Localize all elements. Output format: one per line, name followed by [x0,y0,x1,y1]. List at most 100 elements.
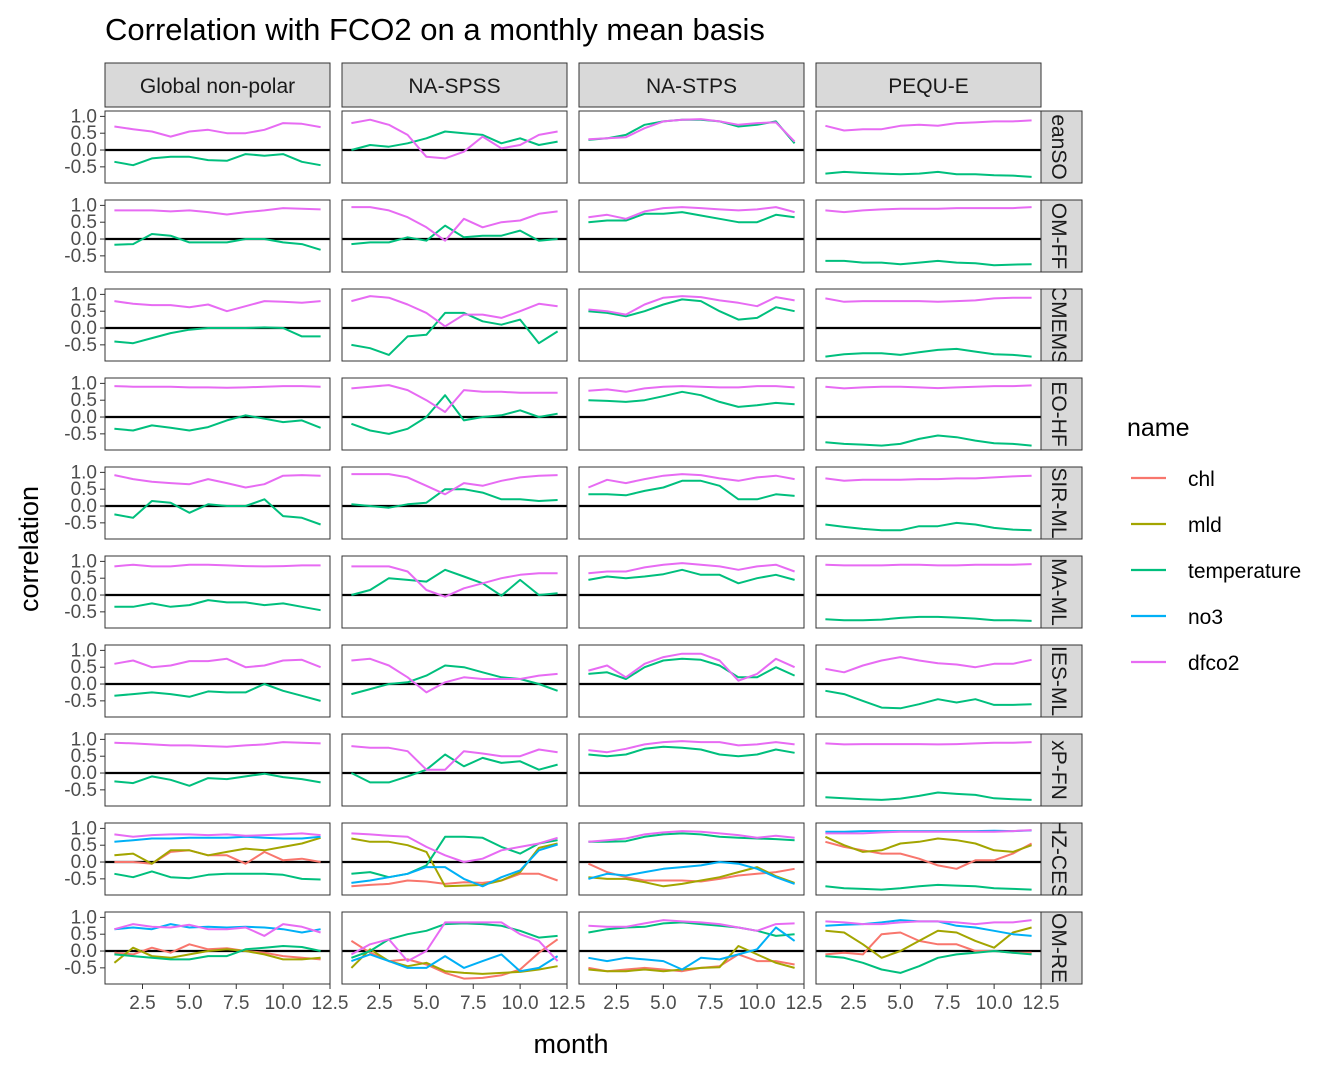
y-tick-label: 0.5 [71,924,97,945]
panel-border [815,644,1042,718]
facet-strip-col-label: PEQU-E [888,75,969,98]
series-line-temperature [351,394,558,435]
series-line-dfco2 [588,919,795,932]
series-line-temperature [825,259,1032,267]
series-line-chl [351,872,558,888]
series-line-dfco2 [825,741,1032,746]
y-tick-label: 0.0 [71,407,97,428]
panel-background [342,467,567,539]
series-line-mld [113,946,321,964]
series-line-dfco2 [351,657,558,694]
facet-strip-row [1036,822,1083,896]
series-line-dfco2 [351,295,558,328]
x-tick-label: 2.5 [840,993,866,1014]
panel-background [579,200,804,272]
y-tick-label: 0.5 [71,123,97,144]
panel-border [104,911,331,985]
x-tick-label: 5.0 [176,993,202,1014]
facet-strip-row-label: IES-ML [1047,646,1070,716]
facet-strip-col-label: NA-STPS [646,75,737,98]
y-tick-label: -0.5 [64,958,97,979]
series-line-dfco2 [114,563,321,568]
panel-border [341,911,568,985]
series-line-temperature [351,311,559,356]
series-line-dfco2 [351,565,558,598]
facet-strip-row [1036,466,1083,540]
series-line-chl [114,849,321,865]
panel-border [104,644,331,718]
facet-strip-row-label: xP-FN [1047,740,1070,800]
series-line-dfco2 [825,384,1032,390]
y-tick-label: 1.0 [71,551,97,572]
x-tick-label: 2.5 [366,993,392,1014]
panel-background [105,645,330,717]
series-line-temperature [351,922,558,959]
y-tick-label: 0.0 [71,318,97,339]
panel-border [815,288,1042,362]
facet-grid: Global non-polar NA-SPSS NA-STPS PEQU-E eanS… [64,62,1083,1014]
x-tick-label: 2.5 [129,993,155,1014]
series-line-dfco2 [588,118,796,143]
panel-background [342,289,567,361]
series-line-temperature [825,791,1032,801]
facet-strip-col [341,62,568,108]
y-tick-label: 0.5 [71,746,97,767]
legend-label-temperature: temperature [1188,560,1301,583]
panel-background [105,111,330,183]
y-tick-label: 1.0 [71,640,97,661]
x-tick-label: 12.5 [786,993,823,1014]
panel-border [578,377,805,451]
facet-strip-row [1036,288,1083,362]
series-line-temperature [588,390,795,408]
series-line-temperature [588,745,795,758]
y-tick-label: 1.0 [71,818,97,839]
y-tick-label: 0.5 [71,212,97,233]
x-tick-label: 10.0 [502,993,539,1014]
series-line-temperature [114,870,321,881]
x-tick-label: 12.5 [312,993,349,1014]
panel-border [815,555,1042,629]
x-tick-label: 2.5 [603,993,629,1014]
panel-border [578,822,805,896]
panel-background [579,378,804,450]
panel-background [579,467,804,539]
x-tick-label: 7.5 [223,993,249,1014]
series-line-temperature [588,479,795,501]
y-tick-label: 0.0 [71,140,97,161]
series-line-dfco2 [825,829,1032,835]
series-line-temperature [588,211,795,224]
x-tick-label: 10.0 [265,993,302,1014]
panel-border [341,466,568,540]
legend-title: name [1127,414,1190,442]
series-line-dfco2 [825,656,1032,674]
series-line-no3 [114,835,321,843]
series-line-dfco2 [351,118,558,160]
x-tick-label: 7.5 [934,993,960,1014]
panel-border [341,644,568,718]
panel-border [341,377,568,451]
panel-border [578,555,805,629]
panel-border [341,110,568,184]
series-line-temperature [588,568,795,585]
series-line-dfco2 [588,562,795,575]
series-line-temperature [825,521,1032,532]
series-line-no3 [588,861,795,885]
series-line-dfco2 [351,745,558,771]
series-line-temperature [588,832,795,843]
panel-background [342,200,567,272]
series-line-dfco2 [114,923,321,937]
panel-border [341,199,568,273]
x-tick-label: 10.0 [739,993,776,1014]
series-line-temperature [588,298,795,321]
series-line-no3 [114,923,321,934]
panel-background [579,645,804,717]
series-line-dfco2 [588,652,796,682]
series-line-mld [825,926,1032,959]
y-tick-label: 0.0 [71,674,97,695]
x-tick-label: 12.5 [1023,993,1060,1014]
series-line-temperature [114,326,321,345]
facet-strip-col [578,62,805,108]
series-line-no3 [588,926,796,971]
panel-background [342,645,567,717]
